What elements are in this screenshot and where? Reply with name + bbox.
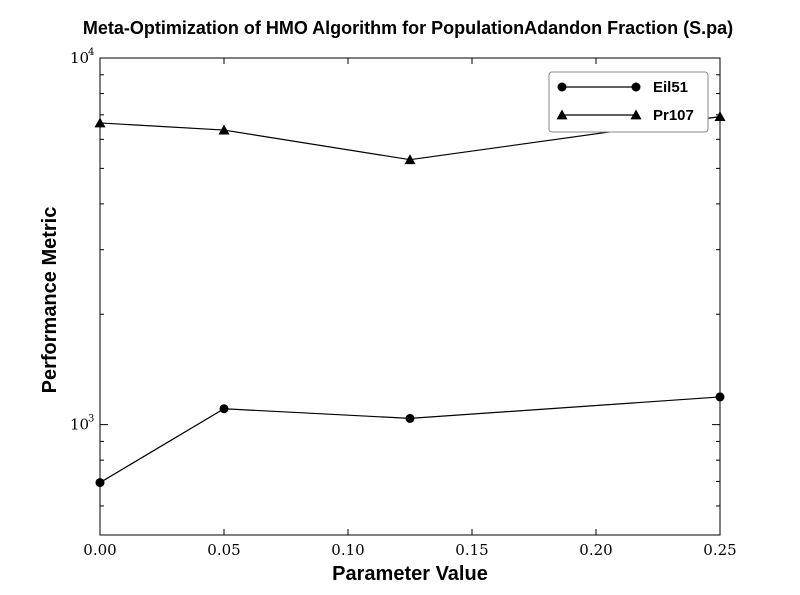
x-tick-label: 0.00 xyxy=(83,541,116,559)
series-group xyxy=(94,111,726,488)
y-tick-label: 104 xyxy=(70,47,94,67)
series-line-pr107 xyxy=(99,116,721,161)
legend-label: Pr107 xyxy=(653,107,694,124)
y-tick-exponent: 3 xyxy=(88,414,94,425)
x-tick-label: 0.15 xyxy=(455,541,488,559)
y-tick-exponent: 4 xyxy=(88,47,94,58)
x-axis-label: Parameter Value xyxy=(332,563,488,585)
x-tick-label: 0.10 xyxy=(331,541,364,559)
x-tick-label: 0.20 xyxy=(579,541,612,559)
data-point-eil51 xyxy=(405,413,415,423)
series-line-eil51 xyxy=(99,396,721,484)
y-tick-base: 10 xyxy=(70,416,89,434)
data-point-eil51 xyxy=(219,404,229,414)
legend-marker xyxy=(557,82,567,92)
x-tick-label: 0.05 xyxy=(207,541,240,559)
y-axis-label: Performance Metric xyxy=(39,207,61,394)
data-point-pr107 xyxy=(218,124,230,135)
x-tick-label: 0.25 xyxy=(703,541,736,559)
y-tick-label: 103 xyxy=(70,414,94,434)
chart-title: Meta-Optimization of HMO Algorithm for P… xyxy=(83,18,733,38)
legend-label: Eil51 xyxy=(653,79,688,96)
legend-entry-pr107: Pr107 xyxy=(556,107,694,124)
y-tick-base: 10 xyxy=(70,49,89,67)
legend: Eil51 Pr107 xyxy=(548,71,709,133)
legend-marker xyxy=(630,109,642,120)
legend-marker xyxy=(631,82,641,92)
plot-area xyxy=(94,111,726,488)
plot-frame xyxy=(99,57,721,536)
legend-entry-eil51: Eil51 xyxy=(557,79,688,96)
data-point-pr107 xyxy=(404,154,416,165)
legend-marker xyxy=(556,109,568,120)
